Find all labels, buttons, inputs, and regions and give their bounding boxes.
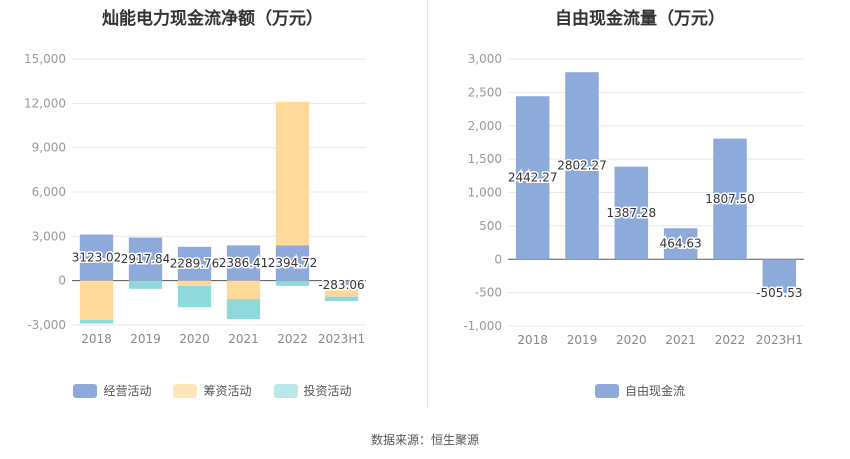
data-source: 数据来源：恒生聚源 [370, 433, 479, 447]
legend-item-free-cash-flow[interactable]: 自由现金流 [594, 382, 685, 399]
x-tick-label: 2018 [81, 332, 112, 346]
bar [177, 285, 212, 308]
bar [762, 259, 797, 293]
data-label: -283.06 [318, 278, 364, 292]
bar [324, 284, 359, 297]
bar [275, 101, 310, 246]
bar [79, 234, 114, 281]
data-label: -505.53 [756, 286, 802, 300]
bar [663, 228, 698, 260]
legend-label: 投资活动 [303, 384, 352, 398]
y-tick-label: 3,000 [32, 229, 66, 243]
legend-swatch [594, 383, 619, 398]
data-label: 2442.27 [508, 171, 558, 185]
y-tick-label: 6,000 [32, 185, 66, 199]
y-tick-label: 500 [479, 219, 502, 233]
x-tick-label: 2019 [130, 332, 161, 346]
free-cash-flow-plot: -1,000 -500 0 500 1,000 1,500 2,000 2,500 3,000 2… [463, 52, 804, 347]
cash-flow-net-chart: 灿能电力现金流净额（万元） -3,000 0 3,000 6,000 9,000 12,0… [0, 0, 425, 410]
legend-swatch [173, 383, 198, 398]
bar [79, 319, 114, 324]
chart-title: 灿能电力现金流净额（万元） [102, 9, 323, 29]
data-label: 2917.84 [121, 252, 171, 266]
y-tick-label: 12,000 [24, 96, 66, 110]
y-tick-label: 3,000 [468, 52, 502, 66]
x-tick-label: 2021 [665, 333, 696, 347]
panel-divider [427, 0, 428, 408]
x-tick-label: 2019 [567, 333, 598, 347]
chart-title: 自由现金流量（万元） [555, 9, 725, 29]
data-label: 1807.50 [705, 192, 755, 206]
bar [79, 280, 114, 320]
y-tick-label: -1,000 [463, 319, 502, 333]
x-tick-label: 2018 [517, 333, 548, 347]
bar [226, 299, 261, 320]
bar [177, 280, 212, 286]
legend-item-investing[interactable]: 投资活动 [273, 382, 352, 399]
data-label: 2802.27 [557, 159, 607, 173]
legend-item-operating[interactable]: 经营活动 [73, 382, 151, 399]
data-label: 464.63 [660, 237, 702, 251]
bar [275, 280, 310, 286]
x-tick-label: 2021 [228, 332, 259, 346]
y-tick-label: 1,500 [468, 152, 502, 166]
y-tick-label: 2,500 [468, 85, 502, 99]
legend-label: 经营活动 [103, 384, 152, 398]
bar [128, 237, 163, 281]
data-label: 2394.72 [268, 256, 318, 270]
data-label: 3123.02 [72, 251, 122, 265]
bar [226, 245, 261, 281]
y-tick-label: -3,000 [27, 318, 66, 332]
y-tick-label: 9,000 [32, 141, 66, 155]
y-tick-label: -500 [475, 286, 502, 300]
bar [324, 296, 359, 302]
bar [177, 246, 212, 281]
cash-flow-net-plot: -3,000 0 3,000 6,000 9,000 12,000 15,000 2018 20… [24, 52, 366, 346]
bar [128, 280, 163, 289]
free-cash-flow-chart: 自由现金流量（万元） -1,000 -500 0 500 1,000 1,500 2,000… [430, 0, 850, 410]
y-tick-label: 0 [58, 274, 66, 288]
legend-swatch [73, 383, 98, 398]
bar [515, 96, 550, 260]
data-label: 2289.76 [170, 257, 220, 271]
legend-swatch [273, 383, 298, 398]
x-tick-label: 2022 [277, 332, 308, 346]
bar [275, 245, 310, 281]
legend-item-financing[interactable]: 筹资活动 [173, 382, 252, 399]
legend: 自由现金流 [430, 382, 850, 399]
bar [565, 72, 599, 260]
data-label: 1387.28 [607, 206, 657, 220]
bar [226, 280, 261, 300]
bar [324, 280, 359, 285]
legend-label: 筹资活动 [203, 384, 252, 398]
bar [713, 138, 747, 260]
x-tick-label: 2023H1 [756, 333, 803, 347]
legend-label: 自由现金流 [624, 384, 685, 398]
y-tick-label: 1,000 [468, 186, 502, 200]
y-tick-label: 2,000 [468, 119, 502, 133]
x-tick-label: 2023H1 [318, 332, 365, 346]
x-tick-label: 2022 [715, 333, 746, 347]
y-tick-label: 15,000 [24, 52, 66, 66]
x-tick-label: 2020 [616, 333, 647, 347]
data-label: 2386.41 [219, 256, 269, 270]
x-tick-label: 2020 [179, 332, 210, 346]
bar [614, 166, 649, 260]
legend: 经营活动 筹资活动 投资活动 [0, 382, 425, 399]
y-tick-label: 0 [494, 252, 502, 266]
